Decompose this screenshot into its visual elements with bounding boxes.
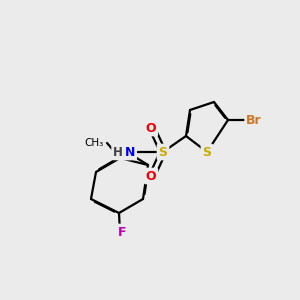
Text: CH₃: CH₃ xyxy=(85,138,104,148)
Text: S: S xyxy=(158,146,167,158)
Text: O: O xyxy=(146,169,156,182)
Text: H: H xyxy=(113,146,123,158)
Text: S: S xyxy=(202,146,211,158)
Text: Br: Br xyxy=(246,113,262,127)
Text: N: N xyxy=(125,146,135,158)
Text: F: F xyxy=(118,226,126,238)
Text: O: O xyxy=(146,122,156,134)
